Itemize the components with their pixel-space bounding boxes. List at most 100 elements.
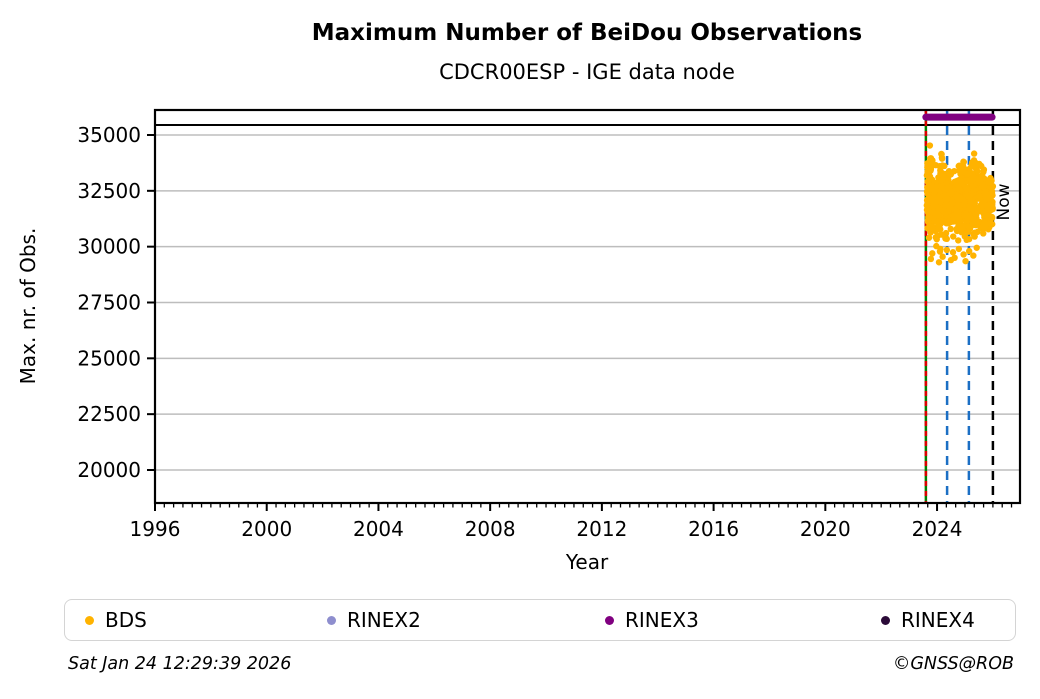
- bds-data-point: [952, 195, 960, 202]
- bds-data-point: [932, 234, 939, 241]
- legend-item-bds: BDS: [85, 600, 147, 640]
- bds-data-point: [965, 212, 973, 220]
- legend: BDS RINEX2 RINEX3 RINEX4: [64, 599, 1016, 641]
- x-axis-label: Year: [565, 550, 609, 574]
- legend-item-rinex3: RINEX3: [605, 600, 699, 640]
- bds-data-point: [948, 190, 955, 197]
- bds-data-point: [950, 217, 957, 225]
- bds-data-point: [941, 185, 948, 193]
- bds-marker-icon: [85, 615, 94, 625]
- bds-data-point: [955, 209, 962, 217]
- now-annotation: Now: [994, 183, 1014, 220]
- rinex4-marker-icon: [881, 615, 890, 625]
- x-tick-label: 2016: [688, 517, 739, 541]
- bds-data-point: [940, 173, 948, 181]
- bds-data-point: [931, 196, 938, 203]
- bds-data-point: [946, 170, 954, 177]
- x-tick-label: 1996: [130, 517, 181, 541]
- bds-outlier-point: [943, 246, 951, 254]
- bds-data-point: [929, 223, 936, 230]
- chart-subtitle: CDCR00ESP - IGE data node: [439, 60, 735, 84]
- plot-border: [153, 108, 1022, 505]
- bds-data-point: [924, 224, 931, 232]
- x-tick-label: 2004: [353, 517, 404, 541]
- y-tick-label: 35000: [77, 123, 141, 147]
- legend-label: RINEX3: [625, 608, 699, 632]
- bds-data-point: [944, 208, 952, 215]
- legend-label: RINEX2: [347, 608, 421, 632]
- bds-data-point: [963, 236, 970, 244]
- bds-data-point: [978, 162, 985, 170]
- legend-item-rinex4: RINEX4: [881, 600, 975, 640]
- credit: ©GNSS@ROB: [892, 654, 1014, 674]
- bds-data-point: [981, 218, 988, 225]
- bds-outlier-point: [937, 245, 944, 253]
- bds-data-point: [934, 218, 941, 225]
- bds-data-point: [942, 235, 949, 242]
- bds-data-point: [926, 142, 934, 149]
- bds-outlier-point: [951, 254, 958, 262]
- legend-label: BDS: [105, 608, 147, 632]
- bds-data-point: [980, 230, 987, 237]
- bds-outlier-point: [935, 259, 943, 266]
- bds-outlier-point: [949, 249, 957, 256]
- bds-data-point: [981, 211, 988, 219]
- bds-data-point: [966, 198, 974, 205]
- bds-data-point: [927, 155, 934, 162]
- y-tick-label: 27500: [77, 290, 141, 314]
- bds-outlier-point: [965, 247, 973, 255]
- bds-data-point: [932, 227, 940, 235]
- rinex3-marker-icon: [605, 615, 614, 625]
- bds-data-point: [946, 183, 954, 191]
- x-tick-label: 2024: [912, 517, 963, 541]
- bds-outlier-point: [929, 250, 936, 257]
- bds-outlier-point: [939, 253, 946, 260]
- bds-outlier-point: [970, 252, 977, 259]
- y-tick-label: 30000: [77, 235, 141, 259]
- bds-data-point: [955, 214, 962, 222]
- timestamp: Sat Jan 24 12:29:39 2026: [68, 654, 292, 674]
- bds-data-point: [939, 162, 946, 169]
- bds-data-point: [943, 195, 950, 202]
- chart-title: Maximum Number of BeiDou Observations: [311, 20, 863, 46]
- bds-data-point: [974, 220, 981, 228]
- bds-data-point: [965, 192, 972, 200]
- x-tick-label: 2008: [465, 517, 516, 541]
- y-axis-label: Max. nr. of Obs.: [16, 227, 40, 385]
- bds-data-point: [986, 220, 993, 227]
- x-tick-label: 2000: [241, 517, 292, 541]
- bds-data-point: [966, 225, 973, 233]
- bds-outlier-point: [955, 245, 963, 253]
- bds-data-point: [935, 206, 943, 213]
- bds-data-point: [977, 177, 984, 184]
- bds-data-point: [964, 170, 971, 178]
- x-tick-label: 2012: [576, 517, 627, 541]
- bds-data-point: [925, 234, 933, 241]
- bds-data-point: [961, 199, 968, 206]
- bds-data-point: [973, 210, 980, 218]
- legend-item-rinex2: RINEX2: [327, 600, 421, 640]
- bds-data-point: [955, 237, 962, 244]
- bds-outlier-point: [962, 257, 969, 265]
- bds-outlier-point: [960, 251, 967, 258]
- bds-data-point: [986, 201, 993, 209]
- y-tick-label: 20000: [77, 458, 141, 482]
- bds-data-point: [987, 196, 995, 204]
- bds-data-point: [951, 178, 958, 185]
- legend-label: RINEX4: [901, 608, 975, 632]
- bds-outlier-point: [973, 244, 980, 251]
- y-tick-label: 25000: [77, 346, 141, 370]
- bds-data-point: [938, 231, 945, 238]
- bds-data-point: [966, 176, 974, 184]
- bds-outlier-point: [927, 255, 935, 263]
- y-tick-label: 22500: [77, 402, 141, 426]
- bds-data-point: [925, 178, 932, 186]
- bds-data-point: [927, 167, 934, 174]
- bds-data-point: [950, 233, 957, 240]
- bds-data-point: [950, 212, 957, 220]
- bds-data-point: [924, 160, 931, 167]
- bds-data-point: [988, 213, 996, 221]
- bds-data-point: [929, 208, 937, 216]
